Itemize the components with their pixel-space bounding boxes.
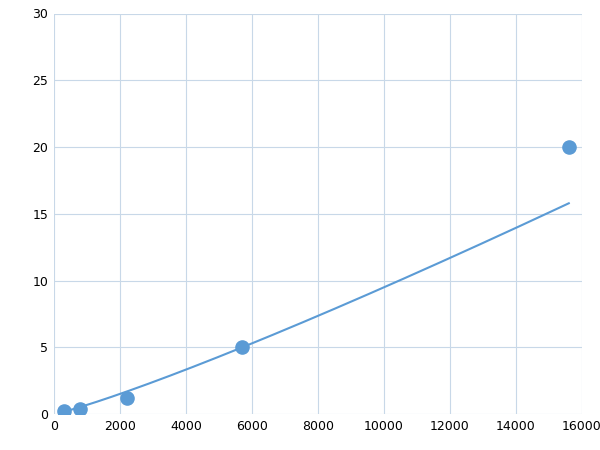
Point — [564, 144, 574, 151]
Point — [76, 405, 85, 412]
Point — [59, 407, 69, 414]
Point — [122, 394, 131, 401]
Point — [238, 344, 247, 351]
